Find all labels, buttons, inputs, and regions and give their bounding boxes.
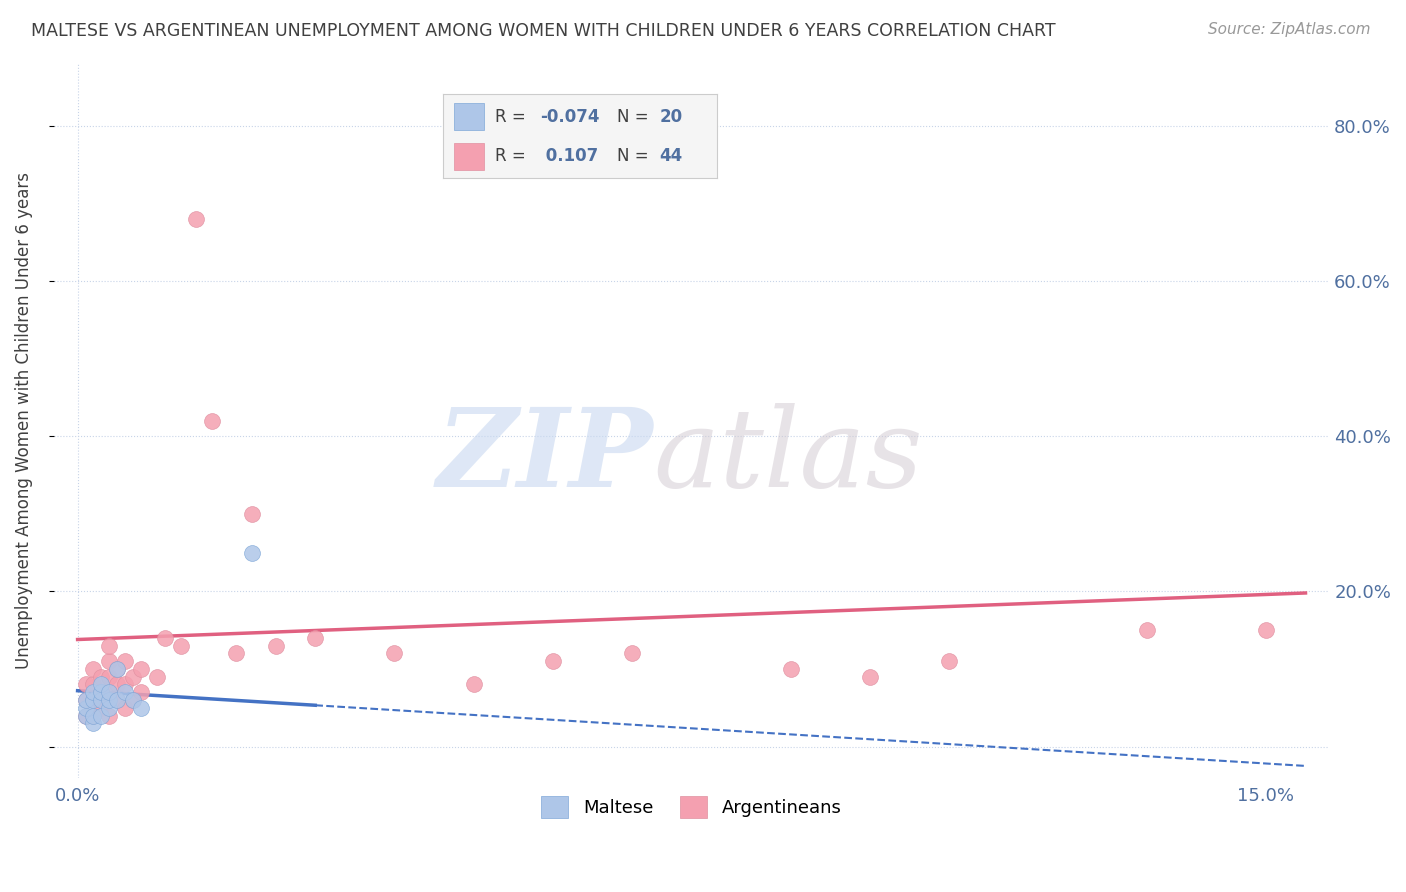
Point <box>75 693 97 707</box>
Text: atlas: atlas <box>654 402 922 510</box>
Point <box>98 654 121 668</box>
Point <box>82 716 104 731</box>
Point <box>225 647 247 661</box>
Point <box>75 708 97 723</box>
Point <box>114 685 136 699</box>
Point <box>90 685 112 699</box>
Text: ZIP: ZIP <box>437 402 654 510</box>
Point <box>82 662 104 676</box>
Point <box>98 708 121 723</box>
Point <box>122 693 145 707</box>
Point <box>146 670 169 684</box>
Text: 0.107: 0.107 <box>540 147 599 165</box>
Point <box>122 693 145 707</box>
Point <box>129 662 152 676</box>
Text: N =: N = <box>617 108 654 126</box>
Point <box>463 677 485 691</box>
Point <box>82 677 104 691</box>
Point <box>90 708 112 723</box>
Point <box>90 700 112 714</box>
Point <box>105 677 128 691</box>
Point <box>75 677 97 691</box>
Text: R =: R = <box>495 108 531 126</box>
Point <box>129 700 152 714</box>
Point <box>264 639 287 653</box>
Point <box>240 507 263 521</box>
Point <box>105 662 128 676</box>
Text: -0.074: -0.074 <box>540 108 600 126</box>
Point <box>82 708 104 723</box>
Point <box>90 693 112 707</box>
Y-axis label: Unemployment Among Women with Children Under 6 years: Unemployment Among Women with Children U… <box>15 172 32 669</box>
Point <box>75 708 97 723</box>
Point <box>114 654 136 668</box>
Point <box>82 693 104 707</box>
Point <box>114 677 136 691</box>
Point <box>1254 624 1277 638</box>
Point <box>105 693 128 707</box>
Point <box>75 700 97 714</box>
Point <box>621 647 644 661</box>
Point <box>98 693 121 707</box>
Point <box>98 685 121 699</box>
Text: 44: 44 <box>659 147 683 165</box>
Point <box>304 631 326 645</box>
Text: MALTESE VS ARGENTINEAN UNEMPLOYMENT AMONG WOMEN WITH CHILDREN UNDER 6 YEARS CORR: MALTESE VS ARGENTINEAN UNEMPLOYMENT AMON… <box>31 22 1056 40</box>
Point <box>82 708 104 723</box>
Point <box>384 647 406 661</box>
Point <box>938 654 960 668</box>
Point <box>129 685 152 699</box>
Point <box>153 631 176 645</box>
Point <box>75 693 97 707</box>
Point <box>105 693 128 707</box>
Point <box>90 693 112 707</box>
Point <box>98 670 121 684</box>
Text: Source: ZipAtlas.com: Source: ZipAtlas.com <box>1208 22 1371 37</box>
Text: 20: 20 <box>659 108 682 126</box>
Point <box>98 700 121 714</box>
Point <box>201 414 224 428</box>
Text: N =: N = <box>617 147 654 165</box>
Point <box>1136 624 1159 638</box>
Point <box>114 700 136 714</box>
Legend: Maltese, Argentineans: Maltese, Argentineans <box>534 789 849 826</box>
Point <box>122 670 145 684</box>
Text: R =: R = <box>495 147 531 165</box>
Point <box>779 662 801 676</box>
Point <box>90 685 112 699</box>
Bar <box>454 143 484 169</box>
Point <box>98 639 121 653</box>
Point <box>90 677 112 691</box>
Point <box>98 685 121 699</box>
Point <box>859 670 882 684</box>
Point <box>169 639 191 653</box>
Point <box>90 670 112 684</box>
Point <box>541 654 564 668</box>
Point <box>186 212 208 227</box>
Point <box>105 662 128 676</box>
Point <box>82 685 104 699</box>
Point <box>82 693 104 707</box>
Point <box>240 546 263 560</box>
Bar <box>454 103 484 130</box>
